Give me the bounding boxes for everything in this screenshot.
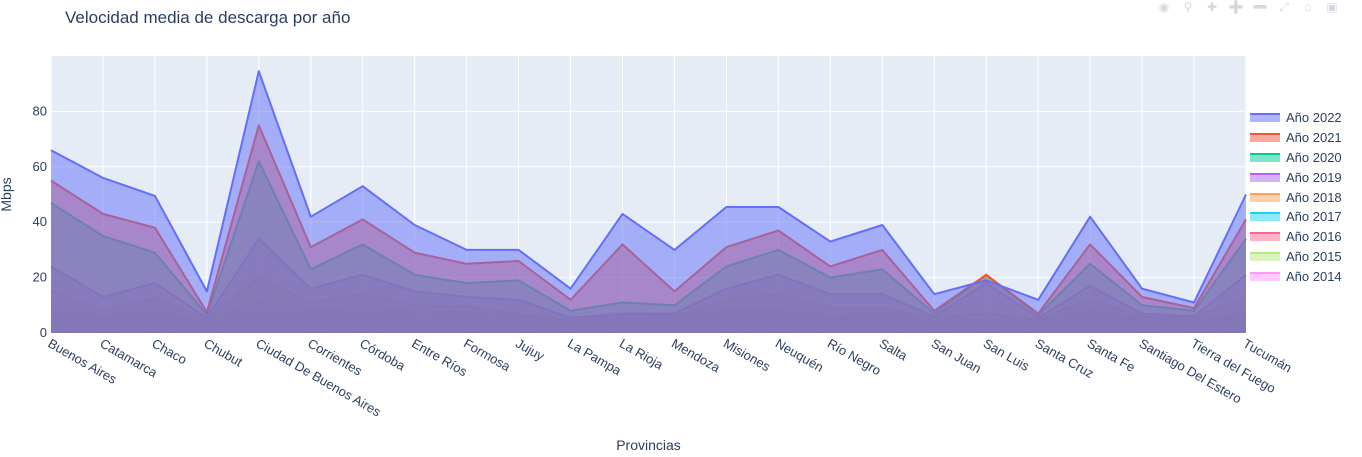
y-tick-label: 60: [33, 159, 47, 174]
x-tick-label: Chaco: [149, 336, 189, 368]
legend-label: Año 2017: [1286, 209, 1342, 225]
zoom-out-icon[interactable]: ➖: [1252, 0, 1268, 14]
reset-icon[interactable]: ⌂: [1304, 0, 1312, 14]
x-tick-label: Mendoza: [669, 336, 723, 376]
x-tick-label: Misiones: [721, 336, 773, 375]
x-tick-label: Entre Ríos: [409, 336, 470, 380]
x-tick-label: La Rioja: [617, 336, 666, 373]
legend-label: Año 2019: [1286, 169, 1342, 185]
legend: Año 2022 Año 2021 Año 2020 Año 2019 Año 2018…: [1250, 108, 1342, 286]
x-tick-label: Jujuy: [513, 336, 547, 364]
legend-item[interactable]: Año 2014: [1250, 266, 1342, 286]
x-tick-label: Santa Cruz: [1033, 336, 1097, 382]
autoscale-icon[interactable]: ⤢: [1279, 0, 1289, 14]
legend-label: Año 2015: [1286, 248, 1342, 264]
x-tick-label: Neuquén: [773, 336, 826, 375]
chart-title: Velocidad media de descarga por año: [65, 8, 351, 27]
y-axis-ticks: 0 20 40 60 80: [33, 103, 47, 340]
pan-icon[interactable]: ✚: [1206, 0, 1218, 14]
x-tick-label: Río Negro: [825, 336, 884, 379]
y-tick-label: 40: [33, 214, 47, 229]
legend-item[interactable]: Año 2016: [1250, 227, 1342, 247]
legend-swatch-icon: [1250, 133, 1280, 143]
legend-swatch-icon: [1250, 152, 1280, 162]
legend-label: Año 2021: [1286, 130, 1342, 146]
modebar: ◉ ⚲ ✚ ➕ ➖ ⤢ ⌂ ▣: [1154, 0, 1342, 16]
y-tick-label: 80: [33, 103, 47, 118]
area-fill-ano-2022[interactable]: [51, 71, 1246, 333]
area-series: [50, 70, 1247, 333]
legend-item[interactable]: Año 2018: [1250, 187, 1342, 207]
x-tick-label: Formosa: [461, 336, 514, 375]
x-tick-label: Salta: [877, 336, 911, 364]
zoom-in-icon[interactable]: ➕: [1228, 0, 1244, 14]
x-tick-label: Chubut: [201, 336, 245, 370]
legend-item[interactable]: Año 2022: [1250, 108, 1342, 128]
camera-icon[interactable]: ◉: [1158, 0, 1170, 14]
legend-swatch-icon: [1250, 192, 1280, 202]
x-tick-label: Córdoba: [357, 336, 408, 374]
y-tick-label: 0: [40, 325, 47, 340]
y-tick-label: 20: [33, 270, 47, 285]
x-axis-title: Provincias: [616, 437, 681, 453]
legend-item[interactable]: Año 2015: [1250, 247, 1342, 267]
x-tick-label: San Luis: [981, 336, 1033, 375]
legend-swatch-icon: [1250, 271, 1280, 281]
zoom-icon[interactable]: ⚲: [1183, 0, 1193, 14]
legend-label: Año 2022: [1286, 110, 1342, 126]
legend-item[interactable]: Año 2017: [1250, 207, 1342, 227]
legend-swatch-icon: [1250, 212, 1280, 222]
legend-label: Año 2016: [1286, 229, 1342, 245]
x-tick-label: San Juan: [929, 336, 984, 376]
y-axis-title: Mbps: [0, 177, 14, 211]
legend-swatch-icon: [1250, 232, 1280, 242]
legend-item[interactable]: Año 2020: [1250, 148, 1342, 168]
legend-swatch-icon: [1250, 172, 1280, 182]
legend-label: Año 2014: [1286, 268, 1342, 284]
plotly-logo-icon[interactable]: ▣: [1326, 0, 1338, 14]
legend-label: Año 2018: [1286, 189, 1342, 205]
legend-item[interactable]: Año 2019: [1250, 167, 1342, 187]
legend-swatch-icon: [1250, 113, 1280, 123]
legend-label: Año 2020: [1286, 149, 1342, 165]
legend-swatch-icon: [1250, 251, 1280, 261]
x-tick-label: La Pampa: [565, 336, 624, 379]
legend-item[interactable]: Año 2021: [1250, 128, 1342, 148]
series-line-ano-2022[interactable]: [50, 70, 1247, 304]
